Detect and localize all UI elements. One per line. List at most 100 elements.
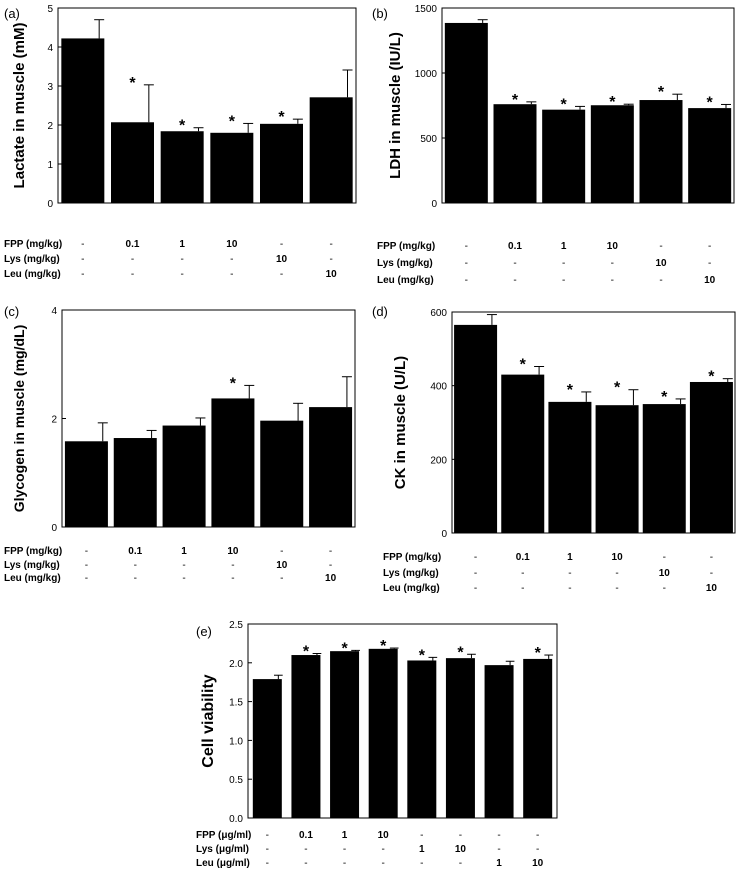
treatment-cell: - [85,546,88,557]
y-tick-label: 1500 [415,4,438,15]
panel-label: (d) [372,304,388,319]
treatment-row-label: Leu (μg/ml) [196,858,250,869]
significance-marker: * [661,389,668,406]
treatment-cell: 0.1 [126,239,140,250]
y-axis-label: Glycogen in muscle (mg/dL) [11,325,27,512]
treatment-cell: - [81,269,84,280]
y-tick-label: 1.5 [229,698,243,709]
treatment-cell: 1 [179,239,185,250]
treatment-cell: - [420,858,423,869]
bar [445,658,475,818]
treatment-cell: 10 [704,275,716,286]
bar [330,651,360,818]
significance-marker: * [419,647,426,664]
bar [260,420,304,527]
treatment-row-label: Lys (mg/kg) [4,560,60,571]
bar [61,38,105,203]
bar [64,441,108,527]
treatment-cell: 10 [226,239,238,250]
treatment-cell: 10 [659,568,671,579]
significance-marker: * [658,84,665,101]
treatment-cell: 0.1 [128,546,142,557]
y-tick-label: 2.5 [229,620,243,631]
bar [590,105,634,203]
bar [162,425,206,527]
treatment-cell: - [708,241,711,252]
treatment-cell: - [304,858,307,869]
bar [309,97,353,203]
treatment-cell: - [131,254,134,265]
treatment-cell: - [182,560,185,571]
bar [113,438,157,527]
treatment-cell: - [180,269,183,280]
treatment-cell: - [465,275,468,286]
bar [291,655,321,818]
bar [309,407,353,527]
treatment-cell: - [659,275,662,286]
bar [523,658,553,818]
treatment-cell: - [280,239,283,250]
treatment-cell: 10 [655,258,667,269]
treatment-cell: 10 [227,546,239,557]
treatment-row-label: Leu (mg/kg) [4,269,61,280]
y-axis-label: LDH in muscle (IU/L) [387,32,404,179]
y-tick-label: 5 [47,4,53,15]
treatment-cell: - [231,573,234,584]
y-tick-label: 0 [431,199,437,210]
significance-marker: * [380,638,387,655]
treatment-cell: - [280,269,283,280]
treatment-cell: - [615,583,618,594]
panel-label: (b) [372,6,388,21]
treatment-cell: 1 [496,858,502,869]
treatment-cell: - [474,583,477,594]
treatment-cell: - [459,858,462,869]
treatment-cell: - [615,568,618,579]
treatment-cell: - [465,241,468,252]
treatment-cell: - [134,573,137,584]
treatment-cell: - [343,844,346,855]
bar [484,665,514,818]
treatment-cell: - [230,269,233,280]
treatment-row-label: FPP (μg/ml) [196,830,251,841]
significance-marker: * [707,94,714,111]
y-tick-label: 1 [47,160,53,171]
y-tick-label: 3 [47,82,53,93]
treatment-row-label: Leu (mg/kg) [4,573,61,584]
panel-d: (d) CK in muscle (U/L) 0 200 400 600 * * * * * FPP … [372,304,736,594]
plot-frame [451,311,736,534]
treatment-cell: - [81,239,84,250]
treatment-cell: - [497,830,500,841]
treatment-cell: - [513,258,516,269]
bar [252,679,282,818]
treatment-cell: 0.1 [299,830,313,841]
treatment-cell: - [708,258,711,269]
significance-marker: * [230,375,237,392]
significance-marker: * [609,94,616,111]
treatment-cell: - [280,573,283,584]
treatment-cell: - [85,573,88,584]
treatment-row-label: FPP (mg/kg) [4,239,62,250]
treatment-cell: - [513,275,516,286]
bar [211,398,255,527]
treatment-cell: - [266,858,269,869]
significance-marker: * [278,109,285,126]
treatment-cell: 10 [607,241,619,252]
treatment-cell: - [521,568,524,579]
treatment-cell: - [562,275,565,286]
treatment-cell: - [474,568,477,579]
treatment-cell: - [329,560,332,571]
y-tick-label: 4 [51,306,57,317]
y-tick-label: 200 [430,455,447,466]
significance-marker: * [229,113,236,130]
panel-b: (b) LDH in muscle (IU/L) 0 500 1000 1500 * * * * *… [372,4,735,286]
bar [260,123,303,203]
significance-marker: * [520,357,527,374]
treatment-cell: - [231,560,234,571]
treatment-cell: - [710,568,713,579]
treatment-cell: 1 [419,844,425,855]
treatment-row-label: Lys (mg/kg) [377,258,433,269]
panel-label: (c) [4,304,19,319]
y-tick-label: 0.5 [229,775,243,786]
treatment-cell: 10 [325,573,337,584]
